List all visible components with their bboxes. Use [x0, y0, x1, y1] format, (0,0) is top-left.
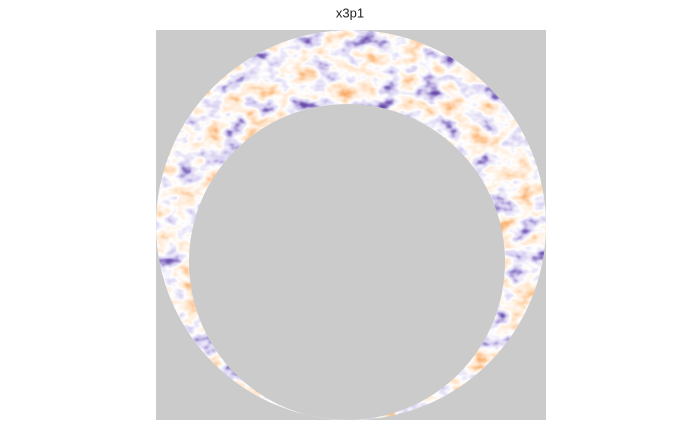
plot-title: x3p1: [336, 5, 364, 20]
